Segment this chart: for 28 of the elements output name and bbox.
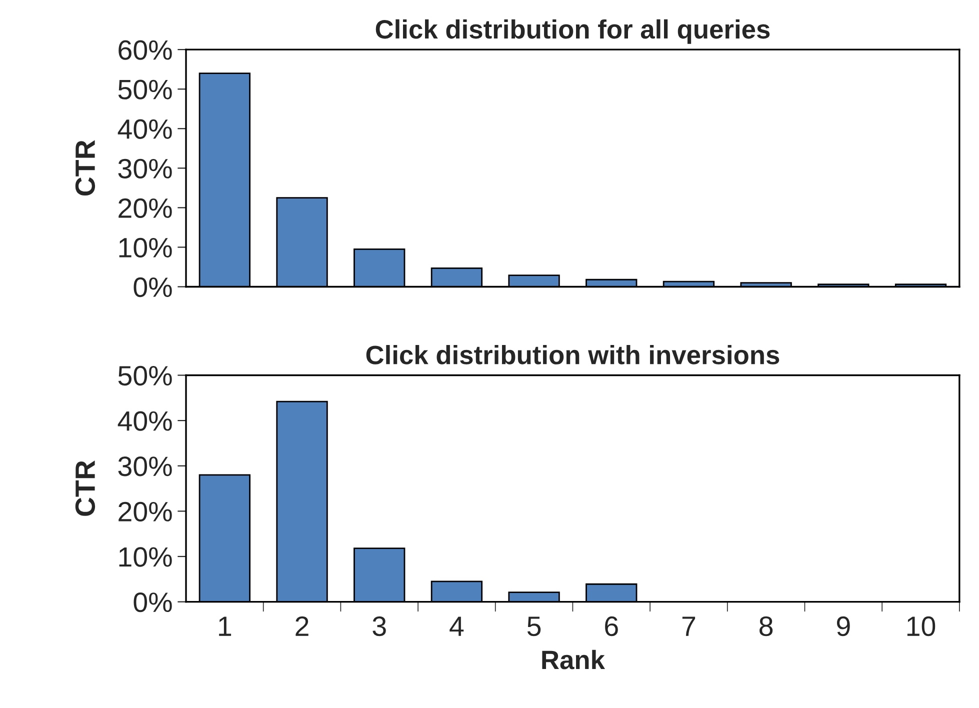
y-tick-label: 0% — [134, 277, 172, 298]
y-tick-label: 20% — [118, 198, 172, 218]
x-tick-label: 1 — [219, 616, 232, 636]
y-tick-label: 0% — [134, 592, 172, 612]
chart-title: Click distribution with inversions — [366, 345, 780, 364]
x-tick-label: 9 — [836, 616, 850, 636]
chart-title: Click distribution for all queries — [376, 19, 770, 44]
y-tick-label: 30% — [118, 158, 172, 178]
y-tick-label: 40% — [118, 411, 172, 431]
y-axis-title: CTR — [75, 140, 96, 196]
x-tick-label: 7 — [682, 616, 696, 636]
y-tick-label: 50% — [118, 366, 172, 386]
x-tick-label: 8 — [760, 616, 773, 636]
x-tick-label: 10 — [907, 616, 936, 636]
y-tick-label: 60% — [118, 40, 172, 60]
y-tick-label: 10% — [119, 547, 172, 567]
x-axis-title: Rank — [542, 650, 606, 670]
x-tick-label: 2 — [296, 616, 308, 636]
x-tick-label: 5 — [527, 616, 541, 636]
y-axis-title: CTR — [75, 460, 96, 516]
y-tick-label: 30% — [118, 456, 172, 476]
y-tick-label: 10% — [119, 238, 172, 258]
y-tick-label: 40% — [118, 119, 172, 139]
y-tick-label: 20% — [118, 502, 172, 522]
x-tick-label: 3 — [372, 616, 386, 636]
x-tick-label: 4 — [450, 616, 464, 636]
x-tick-label: 6 — [605, 616, 618, 636]
y-tick-label: 50% — [118, 80, 172, 100]
